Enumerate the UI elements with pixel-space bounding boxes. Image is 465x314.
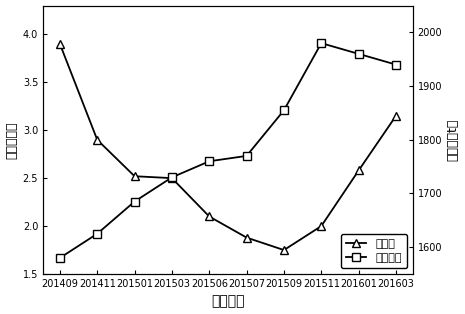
多样性: [281, 248, 287, 252]
Legend: 多样性, 日油水平: 多样性, 日油水平: [341, 234, 407, 268]
Y-axis label: 日油量（t）: 日油量（t）: [446, 119, 459, 161]
多样性: [57, 42, 63, 46]
Y-axis label: 多样性指数: 多样性指数: [6, 121, 19, 159]
多样性: [169, 176, 175, 180]
日油水平: [319, 41, 324, 45]
X-axis label: 检测时间: 检测时间: [211, 295, 245, 308]
日油水平: [393, 63, 399, 67]
多样性: [319, 224, 324, 228]
多样性: [206, 214, 212, 218]
日油水平: [206, 160, 212, 163]
多样性: [132, 174, 137, 178]
多样性: [356, 169, 361, 172]
日油水平: [132, 200, 137, 203]
日油水平: [244, 154, 249, 158]
日油水平: [169, 176, 175, 179]
日油水平: [57, 256, 63, 260]
日油水平: [94, 232, 100, 236]
多样性: [393, 114, 399, 118]
日油水平: [356, 52, 361, 56]
日油水平: [281, 108, 287, 112]
多样性: [94, 138, 100, 142]
Line: 日油水平: 日油水平: [56, 39, 400, 262]
多样性: [244, 236, 249, 240]
Line: 多样性: 多样性: [56, 40, 400, 254]
